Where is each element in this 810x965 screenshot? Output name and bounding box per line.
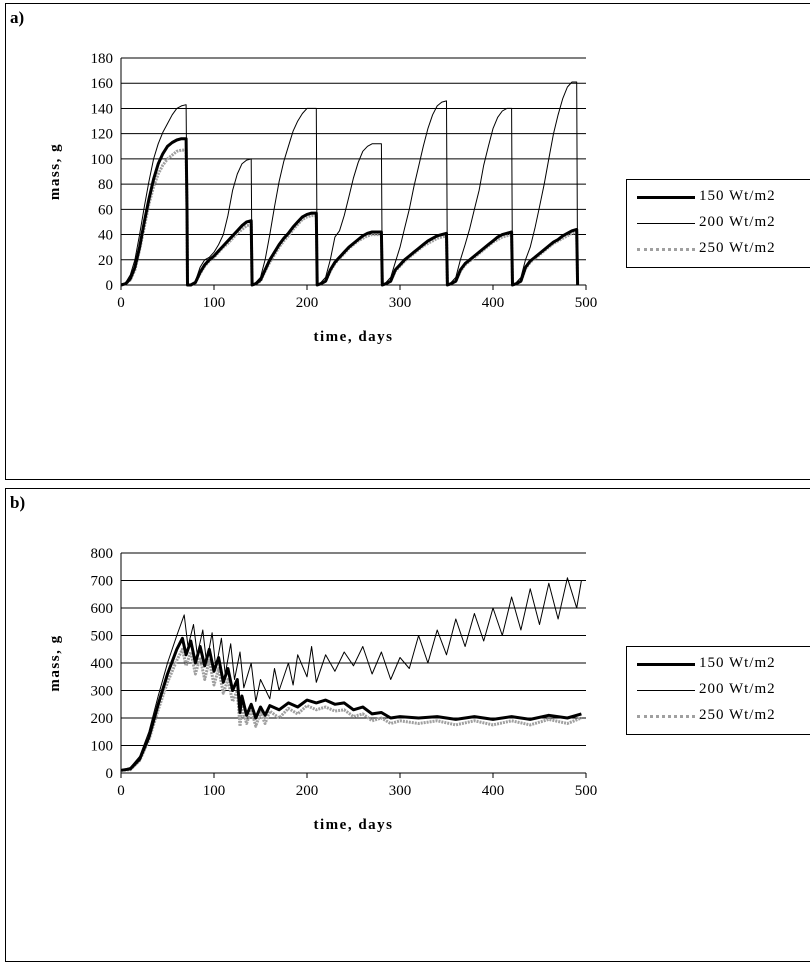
chart-panel-a: a) 0 20 40 60 80 100 120 140 160 180 0 100 200 300 400… [5, 3, 810, 480]
x-tick-label: 300 [389, 783, 412, 799]
x-tick-label: 0 [117, 295, 125, 311]
legend-swatch [637, 663, 695, 666]
series-line-150-wt-m2 [120, 137, 580, 287]
gridlines [121, 552, 586, 774]
legend-item: 150 Wt/m2 [627, 654, 810, 674]
y-tick-label: 600 [91, 601, 114, 617]
series-line-200-wt-m2 [120, 577, 582, 771]
panel-label-b: b) [10, 493, 26, 512]
y-tick-label: 200 [91, 711, 114, 727]
legend-swatch [637, 248, 695, 251]
legend-label: 250 Wt/m2 [699, 707, 776, 723]
y-tick-label: 60 [98, 202, 113, 218]
legend-item: 150 Wt/m2 [627, 187, 810, 207]
legend-label: 150 Wt/m2 [699, 188, 776, 204]
series-line-150-wt-m2 [120, 636, 582, 772]
legend-swatch [637, 223, 695, 224]
y-tick-label: 400 [91, 656, 114, 672]
legend-item: 250 Wt/m2 [627, 706, 810, 726]
chart-b-svg: 0 100 200 300 400 500 600 700 800 0 100 200 300 400 50… [47, 546, 598, 833]
x-tick-label: 300 [389, 295, 412, 311]
gridlines [121, 57, 586, 286]
y-axis-label: mass, g [47, 143, 63, 200]
legend-a: 150 Wt/m2 200 Wt/m2 250 Wt/m2 [626, 179, 810, 268]
x-tick-label: 100 [203, 783, 226, 799]
y-tick-label: 300 [91, 684, 114, 700]
legend-item: 250 Wt/m2 [627, 239, 810, 259]
legend-item: 200 Wt/m2 [627, 680, 810, 700]
y-tick-label: 700 [91, 574, 114, 590]
x-tick-label: 200 [296, 783, 319, 799]
x-tick-label: 200 [296, 295, 319, 311]
y-tick-label: 80 [98, 177, 113, 193]
legend-b: 150 Wt/m2 200 Wt/m2 250 Wt/m2 [626, 646, 810, 735]
legend-swatch [637, 715, 695, 718]
series-line-200-wt-m2 [120, 81, 579, 286]
chart-a-svg: 0 20 40 60 80 100 120 140 160 180 0 100 200 300 400 500… [47, 51, 598, 345]
x-axis-label: time, days [314, 329, 394, 345]
legend-label: 250 Wt/m2 [699, 240, 776, 256]
series-line-250-wt-m2 [120, 647, 582, 772]
y-tick-label: 160 [91, 76, 114, 92]
legend-label: 150 Wt/m2 [699, 655, 776, 671]
series-line-250-wt-m2 [120, 148, 580, 287]
y-tick-label: 800 [91, 546, 114, 562]
y-tick-label: 120 [91, 127, 114, 143]
legend-swatch [637, 690, 695, 691]
y-tick-label: 100 [91, 739, 114, 755]
y-tick-label: 140 [91, 101, 114, 117]
legend-label: 200 Wt/m2 [699, 214, 776, 230]
x-tick-label: 100 [203, 295, 226, 311]
chart-panel-b: b) 0 100 200 300 400 500 600 700 800 0 100 200 300 40… [5, 488, 810, 962]
y-axis-label: mass, g [47, 634, 63, 691]
x-tick-label: 500 [575, 295, 598, 311]
x-tick-label: 0 [117, 783, 125, 799]
legend-swatch [637, 196, 695, 199]
y-tick-label: 500 [91, 629, 114, 645]
x-tick-label: 400 [482, 783, 505, 799]
y-tick-label: 20 [98, 253, 113, 269]
y-tick-label: 0 [106, 278, 114, 294]
y-tick-label: 40 [98, 228, 113, 244]
x-tick-label: 400 [482, 295, 505, 311]
y-tick-label: 0 [106, 766, 114, 782]
legend-item: 200 Wt/m2 [627, 213, 810, 233]
y-tick-label: 180 [91, 51, 114, 67]
y-tick-label: 100 [91, 152, 114, 168]
panel-label-a: a) [10, 8, 25, 27]
x-axis-label: time, days [314, 817, 394, 833]
legend-label: 200 Wt/m2 [699, 681, 776, 697]
x-tick-label: 500 [575, 783, 598, 799]
